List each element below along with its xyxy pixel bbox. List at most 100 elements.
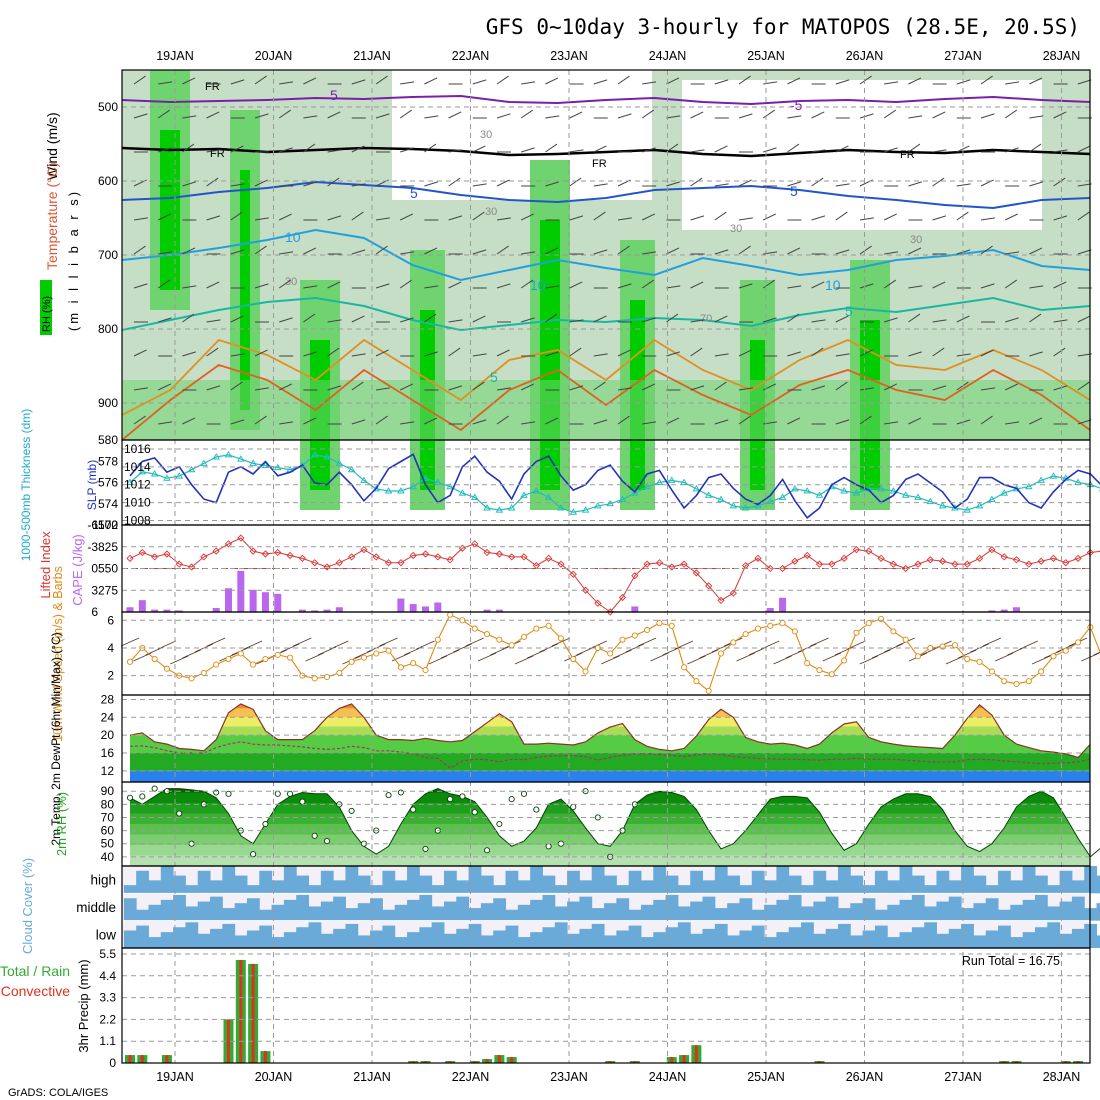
lifted-index-marker [237,534,245,542]
wind-barb [424,143,437,153]
surface-wind-barb [293,637,312,647]
wind-barb [714,79,729,85]
rh-marker [496,820,503,828]
wind-barb [980,245,993,255]
wind-speed-marker [237,650,244,657]
date-label-top: 19JAN [156,49,194,63]
wind-barb [666,247,680,255]
cape-bar [495,609,503,612]
wind-barb [158,421,173,425]
cloud-bar [234,935,248,948]
wind-speed-marker [348,658,355,665]
cloud-bar [123,898,137,921]
wind-barb [545,313,558,323]
wind-barb [448,385,463,391]
precip-legend-total: Total / Rain [0,963,70,979]
wind-barb [327,385,342,391]
slp-tick-label: 1016 [124,442,151,456]
wind-barb [351,315,365,323]
wind-speed-marker [520,633,528,640]
cloud-bar [468,908,482,921]
thickness-marker [655,478,664,485]
lifted-index-marker [569,570,577,578]
precip-tick-label: 0 [109,1056,116,1070]
cloud-bar [148,937,162,948]
cloud-bar [345,866,359,894]
rh-tick-label: 40 [101,850,115,864]
surface-wind-barb [120,637,140,647]
thickness-marker [692,485,701,492]
wind-barb [278,109,292,119]
cloud-bar [1010,904,1024,921]
contour-label: 30 [285,276,297,288]
wind-barb [1077,79,1092,85]
contour-label: FR [900,149,915,161]
cape-bar [335,607,343,612]
wind-barb [932,319,947,323]
wind-barb [424,247,438,255]
temperature-band [130,735,1090,753]
cloud-bar [616,898,630,921]
surface-wind-barb [280,643,300,653]
wind-barb [1004,279,1018,289]
cloud-bar [345,908,359,921]
cloud-bar [1047,885,1061,894]
cloud-bar [136,909,149,921]
wind-barb [351,183,366,187]
wind-barb [714,419,729,425]
cloud-bar [579,928,593,948]
lifted-index-tick-label: 0 [91,562,98,576]
wind-barb [738,245,751,255]
cloud-bar [222,908,236,921]
wind-barb [375,283,390,289]
lifted-index-marker [372,553,380,561]
cloud-bar [788,875,802,894]
cloud-bar [714,923,728,948]
cloud-bar [1034,927,1048,948]
wind-barb [303,285,318,289]
date-label-bottom: 21JAN [353,1070,391,1084]
precip-tick-label: 1.1 [99,1034,116,1048]
thickness-marker [914,493,922,500]
pressure-tick-label: 500 [98,100,118,114]
wind-barb [738,415,751,425]
cloud-bar [911,875,925,894]
temperature-band [130,770,1090,782]
lifted-index-marker [397,559,405,567]
wind-barb [351,381,364,391]
thickness-marker [544,493,553,500]
cloud-bar [825,928,839,948]
cloud-bar [899,932,913,948]
wind-barb [303,115,318,119]
wind-speed-marker [151,655,158,663]
temperature-tick-label: 28 [101,692,115,706]
rh-tick-label: 90 [101,784,115,798]
precip-tick-label: 4.4 [99,969,116,983]
cape-bar [311,610,319,612]
surface-wind-barb [613,649,632,659]
rh-band [130,792,1090,803]
temperature-line [129,703,1091,759]
contour-label: FR [592,158,607,170]
wind-speed-marker [262,655,269,663]
wind-barb [254,387,269,391]
wind-barb [230,183,245,187]
contour-label: FR [205,81,220,93]
wind-barb [545,417,559,425]
thickness-marker [1037,476,1045,483]
wind10-axis-label: 10m Wind Speed (m/s) & Barbs [51,566,65,742]
wind-barb [230,145,244,153]
wind-barb [400,317,414,323]
wind-barb [666,181,680,187]
rh-marker [508,796,515,803]
wind-barb [617,75,630,85]
surface-wind-barb [687,655,706,665]
cloud-bar [628,909,642,921]
wind-barb [520,383,535,391]
lifted-index-marker [138,548,146,557]
lifted-index-marker [544,554,553,562]
panel-frames [121,69,1091,1064]
wind-barb [714,353,729,357]
wind-speed-marker [447,611,454,618]
wind-barb [206,347,219,357]
